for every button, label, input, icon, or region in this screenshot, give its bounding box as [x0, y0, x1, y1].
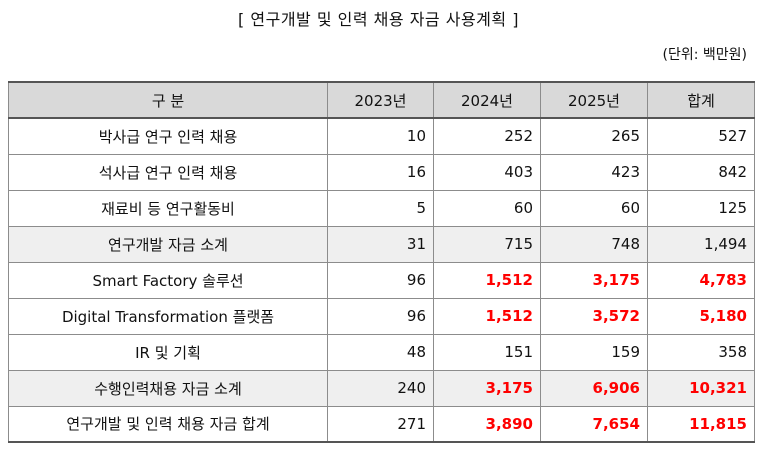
cell-2023: 96 — [327, 297, 434, 335]
cell-total: 11,815 — [647, 405, 755, 443]
row-label: 석사급 연구 인력 채용 — [8, 153, 328, 191]
cell-total: 5,180 — [647, 297, 755, 335]
row-label: 박사급 연구 인력 채용 — [8, 117, 328, 155]
row-label: 재료비 등 연구활동비 — [8, 189, 328, 227]
cell-2025: 423 — [540, 153, 648, 191]
table-header-row: 구 분 2023년 2024년 2025년 합계 — [8, 81, 755, 119]
row-label: 연구개발 자금 소계 — [8, 225, 328, 263]
subtotal-row: 수행인력채용 자금 소계 240 3,175 6,906 10,321 — [8, 369, 755, 407]
cell-2023: 271 — [327, 405, 434, 443]
cell-2025: 7,654 — [540, 405, 648, 443]
cell-2025: 3,175 — [540, 261, 648, 299]
cell-total: 125 — [647, 189, 755, 227]
cell-2025: 265 — [540, 117, 648, 155]
header-category: 구 분 — [8, 81, 328, 119]
total-row: 연구개발 및 인력 채용 자금 합계 271 3,890 7,654 11,81… — [8, 405, 755, 443]
cell-2023: 10 — [327, 117, 434, 155]
cell-2023: 16 — [327, 153, 434, 191]
table-row: 재료비 등 연구활동비 5 60 60 125 — [8, 189, 755, 227]
header-2023: 2023년 — [327, 81, 434, 119]
cell-total: 842 — [647, 153, 755, 191]
row-label: Smart Factory 솔루션 — [8, 261, 328, 299]
cell-total: 10,321 — [647, 369, 755, 407]
cell-2024: 3,890 — [433, 405, 541, 443]
cell-2025: 159 — [540, 333, 648, 371]
table-row: 석사급 연구 인력 채용 16 403 423 842 — [8, 153, 755, 191]
cell-2024: 151 — [433, 333, 541, 371]
cell-2023: 48 — [327, 333, 434, 371]
row-label: IR 및 기획 — [8, 333, 328, 371]
cell-2024: 1,512 — [433, 297, 541, 335]
cell-2024: 715 — [433, 225, 541, 263]
cell-2025: 6,906 — [540, 369, 648, 407]
table-row: Smart Factory 솔루션 96 1,512 3,175 4,783 — [8, 261, 755, 299]
table-row: 박사급 연구 인력 채용 10 252 265 527 — [8, 117, 755, 155]
cell-total: 527 — [647, 117, 755, 155]
row-label: 연구개발 및 인력 채용 자금 합계 — [8, 405, 328, 443]
header-total: 합계 — [647, 81, 755, 119]
table-row: Digital Transformation 플랫폼 96 1,512 3,57… — [8, 297, 755, 335]
cell-total: 1,494 — [647, 225, 755, 263]
cell-2024: 60 — [433, 189, 541, 227]
header-2025: 2025년 — [540, 81, 648, 119]
cell-total: 4,783 — [647, 261, 755, 299]
cell-2023: 31 — [327, 225, 434, 263]
row-label: Digital Transformation 플랫폼 — [8, 297, 328, 335]
cell-2024: 3,175 — [433, 369, 541, 407]
cell-2025: 748 — [540, 225, 648, 263]
funding-table: 구 분 2023년 2024년 2025년 합계 박사급 연구 인력 채용 10… — [8, 81, 755, 443]
cell-2023: 96 — [327, 261, 434, 299]
subtotal-row: 연구개발 자금 소계 31 715 748 1,494 — [8, 225, 755, 263]
cell-2023: 5 — [327, 189, 434, 227]
header-2024: 2024년 — [433, 81, 541, 119]
cell-2025: 60 — [540, 189, 648, 227]
cell-2024: 403 — [433, 153, 541, 191]
table-row: IR 및 기획 48 151 159 358 — [8, 333, 755, 371]
cell-2023: 240 — [327, 369, 434, 407]
cell-total: 358 — [647, 333, 755, 371]
page-title: [ 연구개발 및 인력 채용 자금 사용계획 ] — [238, 10, 519, 29]
cell-2024: 252 — [433, 117, 541, 155]
cell-2025: 3,572 — [540, 297, 648, 335]
cell-2024: 1,512 — [433, 261, 541, 299]
unit-note: (단위: 백만원) — [662, 47, 748, 63]
row-label: 수행인력채용 자금 소계 — [8, 369, 328, 407]
